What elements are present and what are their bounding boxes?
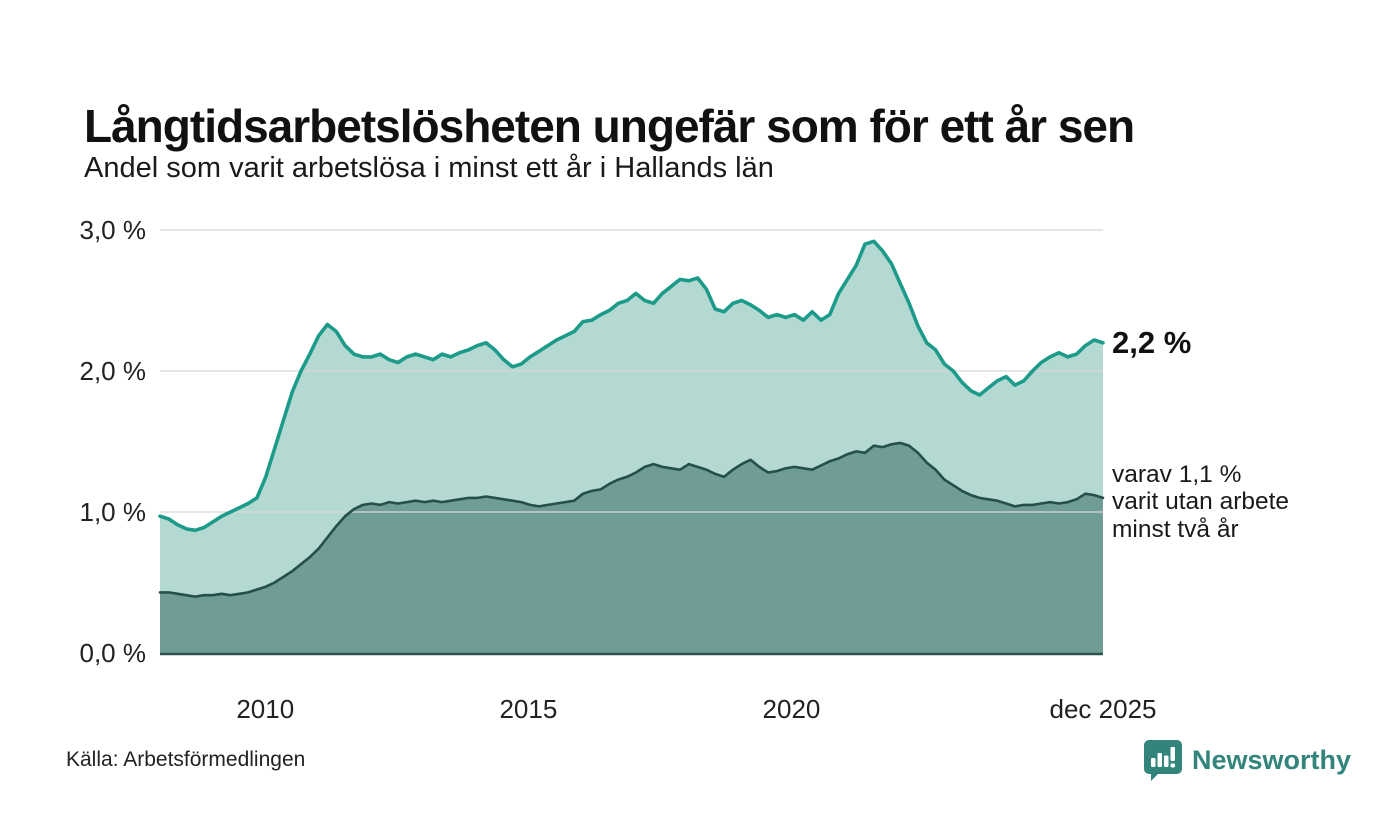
x-axis-tick-label: 2015 — [499, 694, 557, 724]
area-fill-series-2 — [160, 442, 1103, 653]
y-axis-tick-label: 0,0 % — [80, 638, 147, 668]
series-line-2 — [158, 441, 1105, 598]
y-axis-tick-label: 3,0 % — [80, 215, 147, 245]
x-axis-tick-label: 2020 — [763, 694, 821, 724]
latest-value-label: 2,2 % — [1112, 325, 1192, 360]
note-line-1: varav 1,1 % — [1112, 461, 1242, 488]
y-axis-tick-label: 1,0 % — [80, 497, 147, 527]
series2-note-label: varav 1,1 % varit utan arbete minst två … — [1112, 461, 1289, 543]
series-line-1 — [158, 239, 1105, 533]
newsworthy-logo: Newsworthy — [1143, 739, 1351, 781]
note-line-2: varit utan arbete — [1112, 488, 1290, 516]
page-title: Långtidsarbetslösheten ungefär som för e… — [84, 99, 1135, 152]
source-note: Källa: Arbetsförmedlingen — [66, 748, 306, 771]
brand-name: Newsworthy — [1192, 744, 1352, 775]
chart-subtitle: Andel som varit arbetslösa i minst ett å… — [84, 152, 774, 184]
note-line-3: minst två år — [1112, 515, 1239, 543]
y-axis-tick-label: 2,0 % — [80, 356, 147, 386]
x-axis-tick-label: 2010 — [236, 694, 294, 724]
newsworthy-bubble-chart-icon — [1144, 740, 1182, 781]
x-axis-tick-label: dec 2025 — [1050, 694, 1157, 724]
